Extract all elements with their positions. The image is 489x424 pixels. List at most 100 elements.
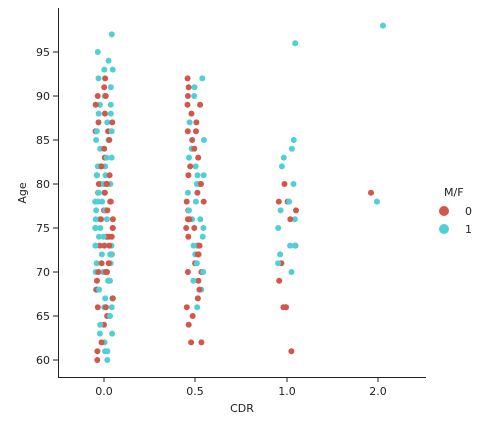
data-point [104, 119, 111, 126]
data-point [108, 128, 115, 135]
data-point [184, 269, 191, 275]
data-point [105, 260, 112, 267]
data-point [292, 40, 299, 47]
x-tick-label: 0.0 [95, 385, 113, 398]
data-point [92, 225, 99, 231]
data-point [104, 357, 111, 363]
data-point [277, 251, 284, 258]
data-point [193, 128, 199, 135]
data-point [185, 321, 192, 328]
data-point [101, 189, 108, 196]
data-point [95, 269, 102, 275]
data-point [184, 101, 191, 108]
data-point [95, 110, 102, 117]
data-point [190, 277, 197, 284]
data-point [98, 339, 105, 346]
data-point [98, 163, 105, 170]
data-point [92, 242, 99, 249]
data-point [196, 242, 203, 249]
data-point [183, 198, 190, 205]
legend: M/F 0 1 [439, 186, 472, 236]
data-point [98, 251, 105, 258]
data-point [101, 242, 108, 249]
data-point [101, 66, 108, 73]
data-points [92, 22, 386, 363]
x-tick-label: 1.0 [278, 385, 296, 398]
data-point [192, 198, 199, 205]
data-point [106, 242, 113, 249]
data-point [97, 225, 104, 231]
data-point [95, 75, 102, 82]
legend-label: 1 [465, 223, 472, 236]
data-point [191, 93, 198, 99]
data-point [286, 198, 293, 205]
x-axis-title: CDR [230, 402, 254, 415]
data-point [275, 225, 282, 231]
data-point [290, 181, 297, 187]
y-tick-label: 95 [36, 46, 50, 59]
data-point [94, 277, 100, 284]
data-point [102, 75, 109, 82]
data-point [95, 198, 101, 205]
data-point [185, 84, 192, 91]
data-point [101, 145, 108, 152]
data-point [281, 181, 288, 187]
data-point [183, 304, 190, 311]
data-point [107, 101, 114, 108]
data-point [200, 225, 207, 231]
data-point [196, 286, 203, 293]
data-point [194, 304, 201, 311]
data-point [103, 154, 110, 161]
data-point [98, 216, 104, 223]
data-point [102, 93, 109, 99]
data-point [186, 207, 192, 214]
data-point [102, 172, 109, 179]
data-point [198, 181, 204, 187]
data-point [190, 242, 197, 249]
data-point [107, 84, 114, 91]
data-point [96, 242, 103, 249]
data-point [200, 269, 207, 275]
data-point [93, 207, 100, 214]
x-tick-label: 2.0 [369, 385, 387, 398]
data-point [187, 163, 194, 170]
legend-marker [439, 206, 449, 216]
data-point [280, 154, 287, 161]
legend-marker [439, 224, 449, 234]
y-ticks: 60 65 70 75 80 85 90 95 [36, 46, 58, 367]
y-tick-label: 70 [36, 266, 50, 279]
data-point [107, 110, 114, 117]
data-point [200, 137, 207, 143]
data-point [98, 260, 105, 267]
data-point [109, 330, 116, 337]
data-point [95, 189, 102, 196]
x-tick-label: 0.5 [186, 385, 204, 398]
data-point [108, 31, 115, 38]
data-point [186, 216, 193, 223]
data-point [185, 233, 192, 240]
data-point [107, 198, 114, 205]
data-point [199, 233, 206, 240]
data-point [194, 295, 201, 302]
data-point [288, 145, 295, 152]
y-tick-label: 65 [36, 310, 50, 323]
data-point [92, 216, 99, 223]
data-point [277, 207, 284, 214]
y-tick-label: 85 [36, 134, 50, 147]
data-point [368, 189, 374, 196]
data-point [288, 348, 295, 355]
data-point [194, 172, 201, 179]
data-point [194, 189, 201, 196]
data-point [104, 269, 110, 275]
data-point [102, 295, 109, 302]
data-point [94, 357, 101, 363]
data-point [195, 251, 202, 258]
data-point [183, 225, 190, 231]
data-point [94, 93, 101, 99]
data-point [193, 181, 200, 187]
data-point [107, 313, 113, 319]
data-point [96, 101, 103, 108]
data-point [107, 251, 114, 258]
data-point [109, 216, 116, 223]
